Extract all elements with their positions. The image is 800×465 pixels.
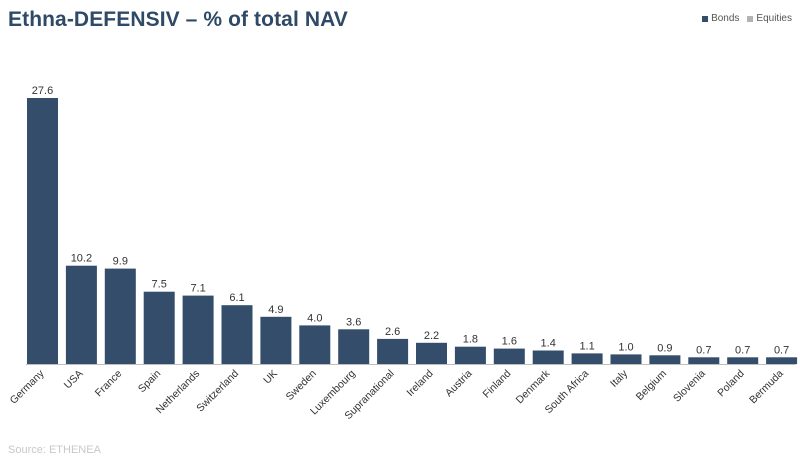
bar-finland — [493, 348, 525, 364]
data-label-bermuda: 0.7 — [774, 344, 789, 356]
data-label-denmark: 1.4 — [541, 338, 556, 350]
tick-label-spain: Spain — [136, 368, 164, 396]
bar-bermuda — [766, 357, 798, 364]
bar-poland — [727, 357, 759, 364]
data-label-poland: 0.7 — [735, 344, 750, 356]
tick-label-bermuda: Bermuda — [747, 368, 786, 407]
bar-switzerland — [221, 305, 253, 364]
tick-label-poland: Poland — [715, 368, 747, 400]
tick-label-france: France — [93, 368, 125, 400]
tick-label-austria: Austria — [443, 368, 475, 400]
bar-usa — [65, 265, 97, 364]
bar-netherlands — [182, 295, 214, 364]
tick-label-sweden: Sweden — [284, 368, 319, 403]
tick-label-germany: Germany — [8, 367, 48, 407]
tick-label-finland: Finland — [481, 368, 514, 401]
chart-title: Ethna-DEFENSIV – % of total NAV — [8, 8, 348, 31]
tick-label-ireland: Ireland — [404, 368, 435, 399]
bar-belgium — [649, 355, 681, 364]
data-label-uk: 4.9 — [268, 304, 283, 316]
legend: Bonds Equities — [702, 13, 792, 24]
bar-italy — [610, 354, 642, 364]
tick-label-slovenia: Slovenia — [671, 368, 708, 405]
data-label-luxembourg: 3.6 — [346, 316, 361, 328]
data-label-austria: 1.8 — [463, 334, 478, 346]
legend-swatch-equities — [747, 15, 754, 22]
bar-france — [104, 268, 136, 364]
bar-uk — [260, 316, 292, 364]
data-label-spain: 7.5 — [152, 279, 167, 291]
bar-south-africa — [571, 353, 603, 364]
tick-label-uk: UK — [261, 368, 280, 387]
data-label-germany: 27.6 — [32, 85, 53, 97]
legend-item-bonds: Bonds — [702, 13, 739, 24]
data-label-south-africa: 1.1 — [579, 340, 594, 352]
tick-label-usa: USA — [62, 368, 86, 392]
data-label-usa: 10.2 — [71, 253, 92, 265]
bar-ireland — [416, 342, 447, 364]
bar-luxembourg — [338, 329, 370, 364]
data-label-switzerland: 6.1 — [229, 292, 244, 304]
data-label-belgium: 0.9 — [657, 342, 672, 354]
legend-item-equities: Equities — [747, 13, 792, 24]
bar-slovenia — [688, 357, 720, 364]
source-note: Source: ETHENEA — [8, 444, 101, 456]
bar-spain — [143, 291, 175, 364]
data-label-italy: 1.0 — [618, 341, 633, 353]
tick-label-belgium: Belgium — [634, 367, 669, 402]
legend-label-equities: Equities — [756, 13, 792, 24]
bar-austria — [454, 346, 486, 364]
legend-swatch-bonds — [702, 15, 709, 22]
bar-supranational — [377, 338, 409, 364]
data-label-sweden: 4.0 — [307, 312, 322, 324]
data-label-finland: 1.6 — [502, 336, 517, 348]
bar-denmark — [532, 350, 564, 364]
data-label-france: 9.9 — [113, 256, 128, 268]
bar-sweden — [299, 325, 331, 364]
bar-germany — [27, 98, 58, 364]
tick-label-denmark: Denmark — [514, 367, 553, 406]
data-label-supranational: 2.6 — [385, 326, 400, 338]
data-label-ireland: 2.2 — [424, 330, 439, 342]
tick-label-italy: Italy — [608, 367, 631, 390]
data-label-netherlands: 7.1 — [190, 283, 205, 295]
legend-label-bonds: Bonds — [711, 13, 740, 24]
data-label-slovenia: 0.7 — [696, 344, 711, 356]
tick-label-switzerland: Switzerland — [194, 368, 241, 415]
